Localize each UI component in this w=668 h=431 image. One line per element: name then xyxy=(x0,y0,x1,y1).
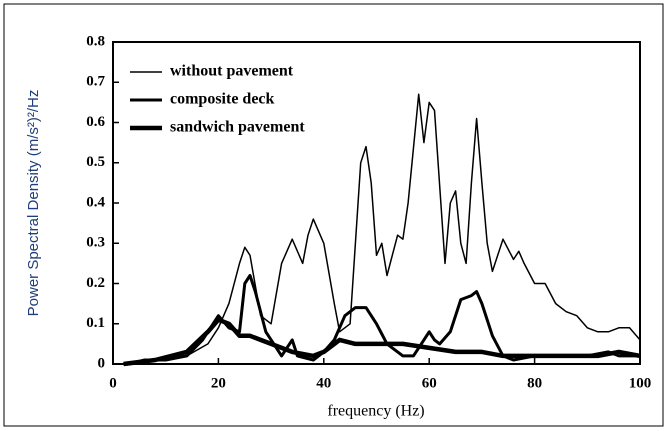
y-tick-label: 0.4 xyxy=(86,194,105,210)
legend-label: without pavement xyxy=(170,63,294,80)
legend-label: composite deck xyxy=(170,91,275,108)
y-tick-label: 0.8 xyxy=(86,33,105,49)
x-tick-label: 60 xyxy=(422,375,437,391)
y-tick-label: 0.1 xyxy=(86,315,105,331)
y-axis-label: Power Spectral Density (m/s²)²/Hz xyxy=(25,90,42,317)
y-tick-label: 0 xyxy=(98,355,106,371)
x-tick-label: 80 xyxy=(527,375,542,391)
x-tick-label: 0 xyxy=(109,375,117,391)
y-tick-label: 0.5 xyxy=(86,154,105,170)
legend-label: sandwich pavement xyxy=(170,119,305,136)
y-tick-label: 0.6 xyxy=(86,114,105,130)
y-tick-label: 0.3 xyxy=(86,235,105,251)
frame xyxy=(3,3,664,427)
y-tick-label: 0.2 xyxy=(86,275,105,291)
x-tick-label: 20 xyxy=(211,375,226,391)
x-axis-label: frequency (Hz) xyxy=(327,403,424,420)
y-tick-label: 0.7 xyxy=(86,74,105,90)
series-line xyxy=(128,274,640,366)
x-tick-label: 40 xyxy=(316,375,331,391)
x-tick-label: 100 xyxy=(629,375,652,391)
series-line xyxy=(123,317,641,367)
